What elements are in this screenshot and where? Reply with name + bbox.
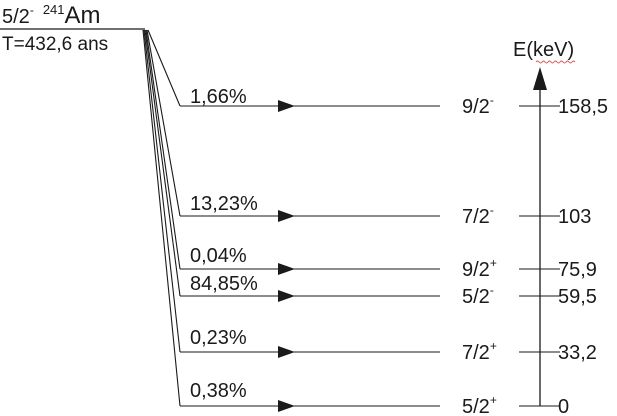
- energy-axis-label: E(keV): [513, 39, 574, 61]
- level-energy-label: 103: [558, 206, 591, 228]
- energy-axis: E(keV): [513, 39, 576, 406]
- level-spin-parity: 5/2-: [462, 283, 494, 308]
- level-energy-label: 75,9: [558, 259, 597, 281]
- level-spin: 9/2: [462, 96, 490, 118]
- level-parity: +: [490, 339, 497, 353]
- svg-text:5/2-241Am: 5/2- 241Am: [2, 2, 101, 29]
- branch-arrowhead: [278, 263, 295, 275]
- spellcheck-squiggle: [535, 60, 576, 64]
- parent-nucleus: 5/2- 241Am T=432,6 ans: [0, 2, 145, 55]
- level-energy-label: 158,5: [558, 96, 608, 118]
- level-spin-parity: 9/2+: [462, 256, 497, 281]
- branch-diagonal-line: [144, 29, 181, 297]
- decay-branch: 84,85%5/2- 59,5: [144, 29, 597, 308]
- branch-intensity-label: 84,85%: [190, 273, 258, 295]
- parent-mass-number: 241: [43, 2, 65, 17]
- branch-diagonal-line: [146, 29, 181, 217]
- energy-axis-arrowhead: [533, 67, 547, 90]
- decay-branch: 0,38%5/2+ 0: [142, 29, 569, 416]
- branch-arrowhead: [278, 100, 295, 112]
- level-parity: -: [490, 283, 494, 297]
- branch-arrowhead: [278, 210, 295, 222]
- level-energy-label: 59,5: [558, 286, 597, 308]
- branch-arrowhead: [278, 400, 295, 412]
- branch-diagonal-line: [143, 29, 181, 353]
- level-energy-label: 0: [558, 396, 569, 416]
- decay-branch: 0,04%9/2+ 75,9: [145, 29, 597, 281]
- level-parity: -: [490, 203, 494, 217]
- level-parity: +: [490, 256, 497, 270]
- level-parity: -: [490, 93, 494, 107]
- level-spin-parity: 9/2-: [462, 93, 494, 118]
- branch-intensity-label: 1,66%: [190, 86, 247, 108]
- branch-intensity-label: 0,04%: [190, 245, 247, 267]
- branch-diagonal-line: [145, 29, 181, 270]
- level-energy-label: 33,2: [558, 342, 597, 364]
- level-spin-parity: 7/2-: [462, 203, 494, 228]
- branch-arrowhead: [278, 290, 295, 302]
- parent-parity: -: [30, 3, 34, 17]
- level-spin: 7/2: [462, 342, 490, 364]
- branch-intensity-label: 0,38%: [190, 380, 247, 402]
- branch-intensity-label: 0,23%: [190, 327, 247, 349]
- branch-diagonal-line: [142, 29, 181, 407]
- level-spin-parity: 5/2+: [462, 393, 497, 416]
- decay-branch: 1,66% 9/2- 158,5: [147, 29, 608, 118]
- branch-diagonal-line: [147, 29, 181, 107]
- level-spin: 5/2: [462, 396, 490, 416]
- branch-arrowhead: [278, 346, 295, 358]
- level-spin: 5/2: [462, 286, 490, 308]
- decay-branch: 0,23%7/2+ 33,2: [143, 29, 597, 364]
- branch-intensity-label: 13,23%: [190, 193, 258, 215]
- parent-symbol: Am: [65, 2, 101, 29]
- level-spin-parity: 7/2+: [462, 339, 497, 364]
- level-spin: 7/2: [462, 206, 490, 228]
- parent-spin: 5/2: [2, 6, 30, 28]
- level-spin: 9/2: [462, 259, 490, 281]
- level-parity: +: [490, 393, 497, 407]
- half-life-label: T=432,6 ans: [2, 34, 108, 55]
